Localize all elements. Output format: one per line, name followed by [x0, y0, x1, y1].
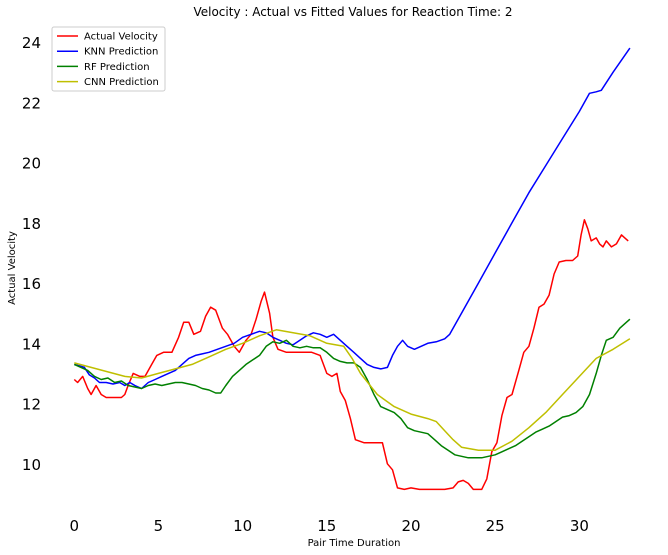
x-tick-label: 25	[486, 517, 505, 535]
x-tick-label: 10	[233, 517, 252, 535]
y-axis-label: Actual Velocity	[7, 231, 18, 305]
x-axis-ticks: 0 5 10 15 20 25 30	[69, 517, 588, 535]
y-axis-ticks: 10 12 14 16 18 20 22 24	[22, 34, 41, 474]
y-tick-label: 16	[22, 275, 41, 293]
x-axis-label: Pair Time Duration	[308, 538, 401, 549]
chart-title: Velocity : Actual vs Fitted Values for R…	[193, 5, 512, 19]
y-tick-label: 22	[22, 94, 41, 112]
legend: Actual Velocity KNN Prediction RF Predicti…	[51, 26, 166, 92]
legend-label-knn-prediction: KNN Prediction	[84, 47, 158, 58]
series-line-cnn-prediction	[74, 329, 631, 451]
y-tick-label: 24	[22, 34, 41, 52]
legend-label-actual-velocity: Actual Velocity	[84, 32, 158, 43]
legend-frame	[51, 26, 166, 92]
series-line-rf-prediction	[73, 318, 631, 459]
x-tick-label: 20	[401, 517, 420, 535]
series-line-knn-prediction	[74, 47, 631, 390]
y-tick-label: 10	[22, 456, 41, 474]
y-tick-label: 18	[22, 215, 41, 233]
y-tick-label: 14	[22, 335, 41, 353]
x-tick-label: 0	[69, 517, 79, 535]
x-tick-label: 15	[317, 517, 336, 535]
y-tick-label: 20	[22, 155, 41, 173]
y-tick-label: 12	[22, 396, 41, 414]
legend-label-cnn-prediction: CNN Prediction	[84, 77, 159, 88]
legend-label-rf-prediction: RF Prediction	[84, 62, 150, 73]
plot-area	[73, 47, 631, 491]
x-tick-label: 5	[154, 517, 164, 535]
series-line-actual-velocity	[73, 219, 629, 491]
x-tick-label: 30	[570, 517, 589, 535]
